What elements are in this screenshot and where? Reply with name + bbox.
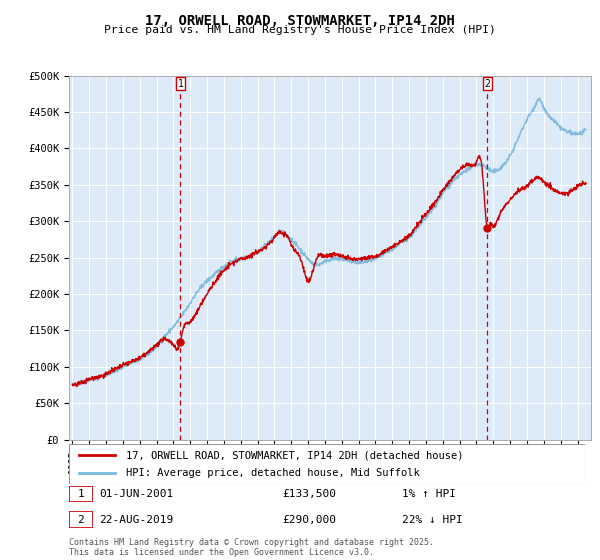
Text: £133,500: £133,500 bbox=[282, 489, 336, 499]
Text: 17, ORWELL ROAD, STOWMARKET, IP14 2DH: 17, ORWELL ROAD, STOWMARKET, IP14 2DH bbox=[145, 14, 455, 28]
Text: Contains HM Land Registry data © Crown copyright and database right 2025.
This d: Contains HM Land Registry data © Crown c… bbox=[69, 538, 434, 557]
Text: 22% ↓ HPI: 22% ↓ HPI bbox=[402, 515, 463, 525]
Text: 1: 1 bbox=[77, 489, 85, 499]
Text: 17, ORWELL ROAD, STOWMARKET, IP14 2DH (detached house): 17, ORWELL ROAD, STOWMARKET, IP14 2DH (d… bbox=[126, 450, 463, 460]
Text: 22-AUG-2019: 22-AUG-2019 bbox=[99, 515, 173, 525]
FancyBboxPatch shape bbox=[69, 444, 585, 484]
Text: £290,000: £290,000 bbox=[282, 515, 336, 525]
Text: 1: 1 bbox=[178, 78, 184, 88]
FancyBboxPatch shape bbox=[69, 511, 93, 528]
Text: Price paid vs. HM Land Registry's House Price Index (HPI): Price paid vs. HM Land Registry's House … bbox=[104, 25, 496, 35]
Text: HPI: Average price, detached house, Mid Suffolk: HPI: Average price, detached house, Mid … bbox=[126, 468, 419, 478]
Text: 01-JUN-2001: 01-JUN-2001 bbox=[99, 489, 173, 499]
Text: 2: 2 bbox=[77, 515, 85, 525]
Text: 1% ↑ HPI: 1% ↑ HPI bbox=[402, 489, 456, 499]
FancyBboxPatch shape bbox=[69, 486, 93, 502]
Text: 2: 2 bbox=[484, 78, 490, 88]
